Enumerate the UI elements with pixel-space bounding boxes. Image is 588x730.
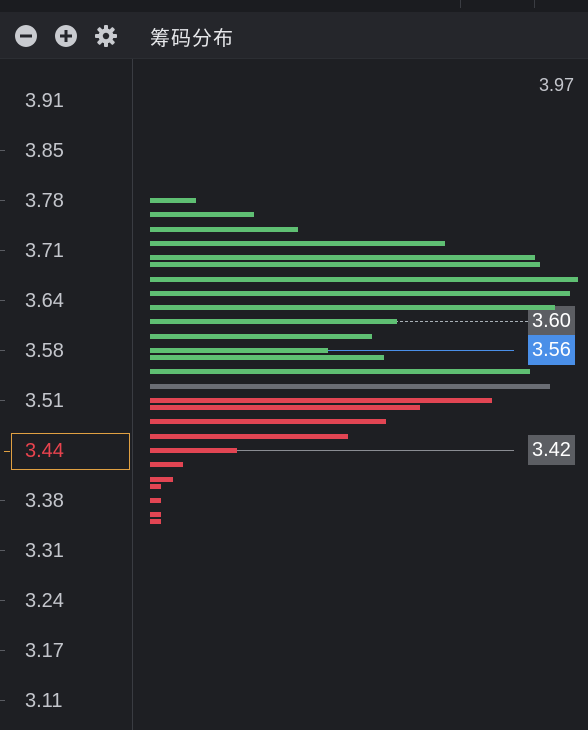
top-strip — [0, 0, 588, 12]
upper-price-tag: 3.60 — [528, 306, 575, 336]
current-price-label: 3.44 — [25, 440, 64, 462]
price-tick-label: 3.91 — [25, 90, 64, 112]
chip-bar — [150, 369, 530, 374]
chip-bar — [150, 498, 161, 503]
chip-bar — [150, 519, 161, 524]
price-tick-mark — [0, 400, 5, 401]
chip-bar — [150, 477, 173, 482]
price-tick-label: 3.51 — [25, 390, 64, 412]
chip-bar — [150, 348, 328, 353]
lower-price-tag: 3.42 — [528, 435, 575, 465]
chip-bar — [150, 384, 550, 389]
price-tick-mark — [0, 150, 5, 151]
settings-button[interactable] — [94, 24, 118, 48]
price-tick-mark — [0, 600, 5, 601]
price-tick-mark — [0, 550, 5, 551]
price-tick-label: 3.85 — [25, 140, 64, 162]
current-price-marker: 3.44 — [4, 433, 130, 470]
top-strip-divider — [534, 0, 535, 8]
price-tick-mark — [0, 500, 5, 501]
price-tick-label: 3.78 — [25, 190, 64, 212]
chip-bar — [150, 277, 578, 282]
current-price-pointer — [4, 451, 10, 452]
chip-bar — [150, 419, 386, 424]
current-reference-line — [150, 350, 514, 351]
price-tick-label: 3.58 — [25, 340, 64, 362]
price-tick-label: 3.38 — [25, 490, 64, 512]
max-price-label: 3.97 — [538, 75, 574, 95]
chip-bar — [150, 319, 397, 324]
chip-bar — [150, 512, 161, 517]
price-tick-mark — [0, 300, 5, 301]
panel-toolbar: 筹码分布 — [0, 12, 588, 59]
chip-bar — [150, 262, 540, 267]
price-tick-mark — [0, 250, 5, 251]
price-tick-mark — [0, 350, 5, 351]
price-tick-mark — [0, 700, 5, 701]
lower-reference-line — [150, 450, 514, 451]
price-tick-label: 3.64 — [25, 290, 64, 312]
chip-bar — [150, 212, 254, 217]
price-tick-label: 3.31 — [25, 540, 64, 562]
chip-bar — [150, 198, 196, 203]
top-strip-divider — [460, 0, 461, 8]
collapse-button[interactable] — [14, 24, 38, 48]
chip-bar — [150, 291, 570, 296]
chip-bar — [150, 462, 183, 467]
current-price-tag: 3.56 — [528, 335, 575, 365]
chip-bar — [150, 448, 237, 453]
price-tick-label: 3.24 — [25, 590, 64, 612]
expand-button[interactable] — [54, 24, 78, 48]
chip-bar — [150, 241, 445, 246]
chip-bar — [150, 484, 161, 489]
chip-bar — [150, 398, 492, 403]
price-tick-mark — [0, 650, 5, 651]
price-tick-label: 3.17 — [25, 640, 64, 662]
panel-title: 筹码分布 — [150, 26, 234, 50]
chip-bar — [150, 255, 535, 260]
minus-circle-icon — [15, 25, 37, 47]
chip-bar — [150, 434, 348, 439]
chip-bar — [150, 305, 555, 310]
plus-circle-icon — [55, 25, 77, 47]
price-tick-label: 3.11 — [25, 690, 63, 712]
chip-bar — [150, 355, 384, 360]
price-tick-mark — [0, 200, 5, 201]
price-tick-label: 3.71 — [25, 240, 64, 262]
chip-bar — [150, 334, 372, 339]
price-axis: 3.91 3.85 3.78 3.71 3.64 3.58 3.51 3.38 … — [0, 59, 133, 730]
chip-bar — [150, 227, 298, 232]
chip-bar — [150, 405, 420, 410]
gear-icon — [95, 25, 117, 47]
